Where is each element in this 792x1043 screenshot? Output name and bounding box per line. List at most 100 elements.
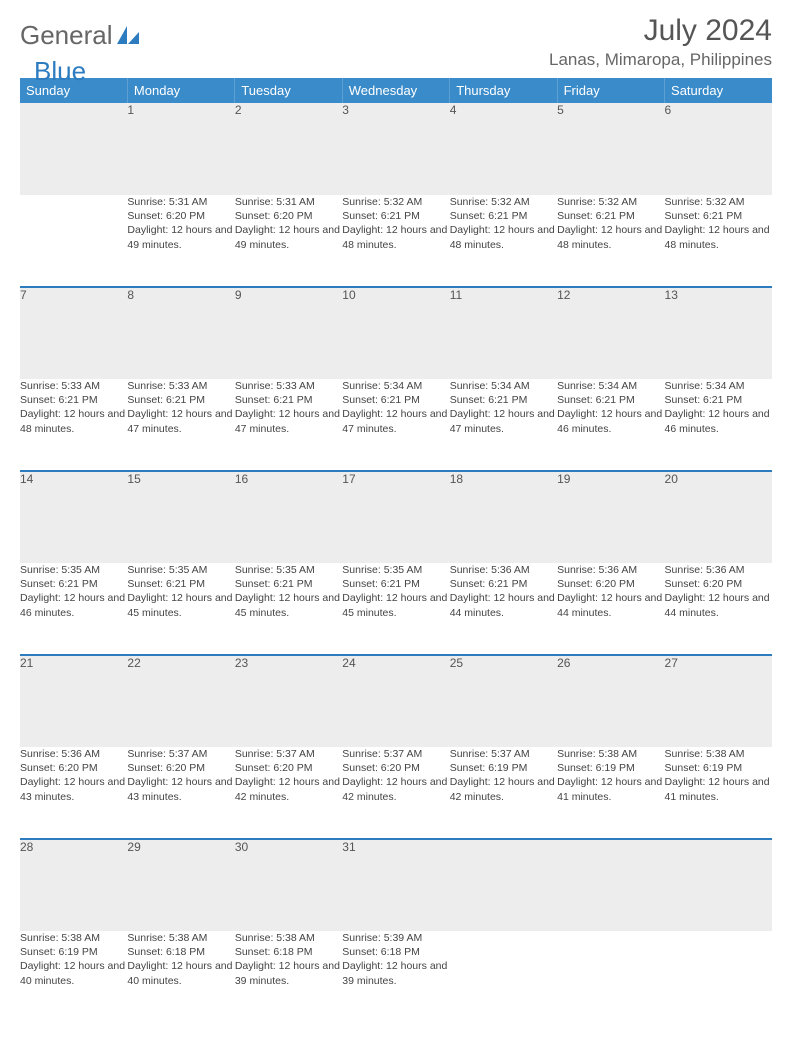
- day-number-cell: 22: [127, 655, 234, 747]
- day-body-cell: [557, 931, 664, 1023]
- sun-data-line: Daylight: 12 hours and 45 minutes.: [235, 591, 342, 619]
- sun-data-line: Sunrise: 5:36 AM: [20, 747, 127, 761]
- sun-data-line: Sunrise: 5:33 AM: [235, 379, 342, 393]
- sun-data-line: Daylight: 12 hours and 42 minutes.: [235, 775, 342, 803]
- day-number-cell: 17: [342, 471, 449, 563]
- sun-data-line: Sunset: 6:19 PM: [557, 761, 664, 775]
- day-number-cell: 26: [557, 655, 664, 747]
- sun-data-line: Sunrise: 5:38 AM: [665, 747, 772, 761]
- sun-data-line: Daylight: 12 hours and 43 minutes.: [20, 775, 127, 803]
- sun-data-line: Daylight: 12 hours and 42 minutes.: [342, 775, 449, 803]
- calendar-page: General July 2024 Lanas, Mimaropa, Phili…: [0, 0, 792, 1043]
- sun-data-line: Daylight: 12 hours and 45 minutes.: [127, 591, 234, 619]
- day-body-cell: [450, 931, 557, 1023]
- day-number-cell: 25: [450, 655, 557, 747]
- day-number-cell: 15: [127, 471, 234, 563]
- sun-data-line: Sunset: 6:19 PM: [665, 761, 772, 775]
- day-body-cell: Sunrise: 5:36 AMSunset: 6:20 PMDaylight:…: [557, 563, 664, 655]
- sun-data-line: Sunrise: 5:35 AM: [235, 563, 342, 577]
- day-body-cell: Sunrise: 5:34 AMSunset: 6:21 PMDaylight:…: [450, 379, 557, 471]
- sun-data-line: Daylight: 12 hours and 39 minutes.: [235, 959, 342, 987]
- day-body-cell: Sunrise: 5:32 AMSunset: 6:21 PMDaylight:…: [342, 195, 449, 287]
- day-body-cell: Sunrise: 5:34 AMSunset: 6:21 PMDaylight:…: [342, 379, 449, 471]
- sun-data-line: Sunrise: 5:35 AM: [127, 563, 234, 577]
- sun-data-line: Sunset: 6:18 PM: [127, 945, 234, 959]
- sun-data-line: Sunset: 6:21 PM: [557, 393, 664, 407]
- day-body-cell: Sunrise: 5:32 AMSunset: 6:21 PMDaylight:…: [557, 195, 664, 287]
- sun-data-line: Sunset: 6:21 PM: [557, 209, 664, 223]
- day-body-cell: Sunrise: 5:35 AMSunset: 6:21 PMDaylight:…: [235, 563, 342, 655]
- sun-data-line: Sunset: 6:21 PM: [127, 577, 234, 591]
- month-title: July 2024: [549, 14, 772, 48]
- sun-data-line: Sunrise: 5:38 AM: [235, 931, 342, 945]
- day-body-cell: Sunrise: 5:38 AMSunset: 6:19 PMDaylight:…: [557, 747, 664, 839]
- sun-data-line: Sunrise: 5:31 AM: [235, 195, 342, 209]
- day-number-cell: 7: [20, 287, 127, 379]
- day-number-cell: 14: [20, 471, 127, 563]
- day-number-cell: 28: [20, 839, 127, 931]
- day-body-cell: Sunrise: 5:33 AMSunset: 6:21 PMDaylight:…: [235, 379, 342, 471]
- sun-data-line: Daylight: 12 hours and 47 minutes.: [235, 407, 342, 435]
- sun-data-line: Sunset: 6:19 PM: [20, 945, 127, 959]
- day-body-cell: Sunrise: 5:37 AMSunset: 6:20 PMDaylight:…: [342, 747, 449, 839]
- sun-data-line: Sunset: 6:19 PM: [450, 761, 557, 775]
- sun-data-line: Daylight: 12 hours and 47 minutes.: [127, 407, 234, 435]
- day-number-cell: 23: [235, 655, 342, 747]
- location-text: Lanas, Mimaropa, Philippines: [549, 50, 772, 70]
- day-number-cell: 31: [342, 839, 449, 931]
- weekday-header: Monday: [127, 78, 234, 103]
- day-number-cell: 20: [665, 471, 772, 563]
- day-number-cell: 21: [20, 655, 127, 747]
- sun-data-line: Sunrise: 5:32 AM: [342, 195, 449, 209]
- day-body-cell: [20, 195, 127, 287]
- sun-data-line: Sunset: 6:20 PM: [235, 761, 342, 775]
- day-number-cell: 30: [235, 839, 342, 931]
- day-body-cell: Sunrise: 5:37 AMSunset: 6:20 PMDaylight:…: [127, 747, 234, 839]
- weekday-header: Wednesday: [342, 78, 449, 103]
- sun-data-line: Sunrise: 5:35 AM: [342, 563, 449, 577]
- sun-data-line: Sunset: 6:21 PM: [450, 209, 557, 223]
- day-body-cell: Sunrise: 5:36 AMSunset: 6:21 PMDaylight:…: [450, 563, 557, 655]
- day-body-cell: Sunrise: 5:32 AMSunset: 6:21 PMDaylight:…: [665, 195, 772, 287]
- day-number-cell: [450, 839, 557, 931]
- sun-data-line: Sunset: 6:21 PM: [665, 393, 772, 407]
- day-number-cell: 29: [127, 839, 234, 931]
- day-body-cell: Sunrise: 5:35 AMSunset: 6:21 PMDaylight:…: [342, 563, 449, 655]
- day-body-cell: Sunrise: 5:34 AMSunset: 6:21 PMDaylight:…: [665, 379, 772, 471]
- day-body-cell: Sunrise: 5:36 AMSunset: 6:20 PMDaylight:…: [20, 747, 127, 839]
- day-body-cell: Sunrise: 5:38 AMSunset: 6:19 PMDaylight:…: [20, 931, 127, 1023]
- sun-data-line: Daylight: 12 hours and 48 minutes.: [342, 223, 449, 251]
- day-body-cell: Sunrise: 5:38 AMSunset: 6:18 PMDaylight:…: [235, 931, 342, 1023]
- day-body-cell: Sunrise: 5:37 AMSunset: 6:19 PMDaylight:…: [450, 747, 557, 839]
- day-number-cell: [557, 839, 664, 931]
- day-number-cell: 5: [557, 103, 664, 195]
- weekday-header: Saturday: [665, 78, 772, 103]
- sun-data-line: Sunset: 6:21 PM: [665, 209, 772, 223]
- sun-data-line: Sunrise: 5:36 AM: [665, 563, 772, 577]
- day-number-cell: 12: [557, 287, 664, 379]
- sun-data-line: Sunrise: 5:37 AM: [127, 747, 234, 761]
- sun-data-line: Sunrise: 5:39 AM: [342, 931, 449, 945]
- sun-data-line: Daylight: 12 hours and 47 minutes.: [450, 407, 557, 435]
- sun-data-line: Daylight: 12 hours and 41 minutes.: [665, 775, 772, 803]
- sun-data-line: Sunset: 6:20 PM: [235, 209, 342, 223]
- sun-data-line: Sunset: 6:21 PM: [127, 393, 234, 407]
- day-number-cell: 13: [665, 287, 772, 379]
- sun-data-line: Daylight: 12 hours and 49 minutes.: [127, 223, 234, 251]
- sun-data-line: Daylight: 12 hours and 48 minutes.: [665, 223, 772, 251]
- sun-data-line: Sunrise: 5:35 AM: [20, 563, 127, 577]
- day-number-cell: 27: [665, 655, 772, 747]
- sun-data-line: Daylight: 12 hours and 47 minutes.: [342, 407, 449, 435]
- sun-data-line: Sunset: 6:18 PM: [342, 945, 449, 959]
- day-number-cell: 16: [235, 471, 342, 563]
- day-body-cell: Sunrise: 5:39 AMSunset: 6:18 PMDaylight:…: [342, 931, 449, 1023]
- sun-data-line: Sunrise: 5:38 AM: [20, 931, 127, 945]
- sun-data-line: Daylight: 12 hours and 48 minutes.: [557, 223, 664, 251]
- brand-word-2: Blue: [34, 56, 86, 87]
- day-body-cell: Sunrise: 5:31 AMSunset: 6:20 PMDaylight:…: [235, 195, 342, 287]
- day-body-cell: Sunrise: 5:33 AMSunset: 6:21 PMDaylight:…: [127, 379, 234, 471]
- sun-data-line: Sunset: 6:21 PM: [20, 393, 127, 407]
- sun-data-line: Daylight: 12 hours and 44 minutes.: [557, 591, 664, 619]
- sun-data-line: Sunrise: 5:33 AM: [20, 379, 127, 393]
- sun-data-line: Daylight: 12 hours and 41 minutes.: [557, 775, 664, 803]
